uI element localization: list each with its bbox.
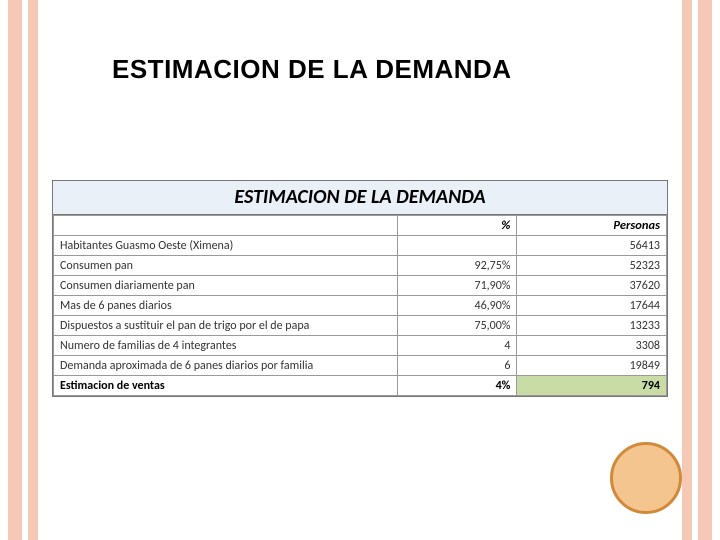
cell-label: Consumen pan: [54, 256, 398, 276]
cell-pct: [397, 236, 517, 256]
cell-label: Numero de familias de 4 integrantes: [54, 336, 398, 356]
stripe-right-1: [682, 0, 692, 540]
cell-label: Mas de 6 panes diarios: [54, 296, 398, 316]
table-row: Demanda aproximada de 6 panes diarios po…: [54, 356, 667, 376]
cell-pers: 37620: [517, 276, 667, 296]
cell-label: Consumen diariamente pan: [54, 276, 398, 296]
cell-pers-highlight: 794: [517, 376, 667, 396]
demand-table: ESTIMACION DE LA DEMANDA % Personas Habi…: [52, 180, 668, 397]
table-title: ESTIMACION DE LA DEMANDA: [53, 181, 667, 215]
table-header-row: % Personas: [54, 216, 667, 236]
cell-pct: 6: [397, 356, 517, 376]
cell-label: Dispuestos a sustituir el pan de trigo p…: [54, 316, 398, 336]
cell-pct: 4: [397, 336, 517, 356]
cell-pct: 75,00%: [397, 316, 517, 336]
table-row: Habitantes Guasmo Oeste (Ximena) 56413: [54, 236, 667, 256]
table-row: Dispuestos a sustituir el pan de trigo p…: [54, 316, 667, 336]
cell-pers: 19849: [517, 356, 667, 376]
cell-pct: 71,90%: [397, 276, 517, 296]
cell-pers: 13233: [517, 316, 667, 336]
stripe-right-2: [698, 0, 712, 540]
cell-pct: 92,75%: [397, 256, 517, 276]
stripe-left-2: [28, 0, 38, 540]
cell-label: Estimacion de ventas: [54, 376, 398, 396]
table-row: Consumen pan92,75%52323: [54, 256, 667, 276]
cell-label: Demanda aproximada de 6 panes diarios po…: [54, 356, 398, 376]
cell-pct: 4%: [397, 376, 517, 396]
table-row-final: Estimacion de ventas4%794: [54, 376, 667, 396]
header-label: [54, 216, 398, 236]
header-pct: %: [397, 216, 517, 236]
table-row: Mas de 6 panes diarios46,90%17644: [54, 296, 667, 316]
table-row: Numero de familias de 4 integrantes43308: [54, 336, 667, 356]
accent-circle-icon: [610, 442, 682, 514]
table-row: Consumen diariamente pan71,90%37620: [54, 276, 667, 296]
header-personas: Personas: [517, 216, 667, 236]
cell-pers: 17644: [517, 296, 667, 316]
cell-pers: 52323: [517, 256, 667, 276]
cell-pers: 56413: [517, 236, 667, 256]
cell-pct: 46,90%: [397, 296, 517, 316]
stripe-left-1: [8, 0, 22, 540]
cell-pers: 3308: [517, 336, 667, 356]
page-title: ESTIMACION DE LA DEMANDA: [112, 54, 512, 85]
cell-label: Habitantes Guasmo Oeste (Ximena): [54, 236, 398, 256]
